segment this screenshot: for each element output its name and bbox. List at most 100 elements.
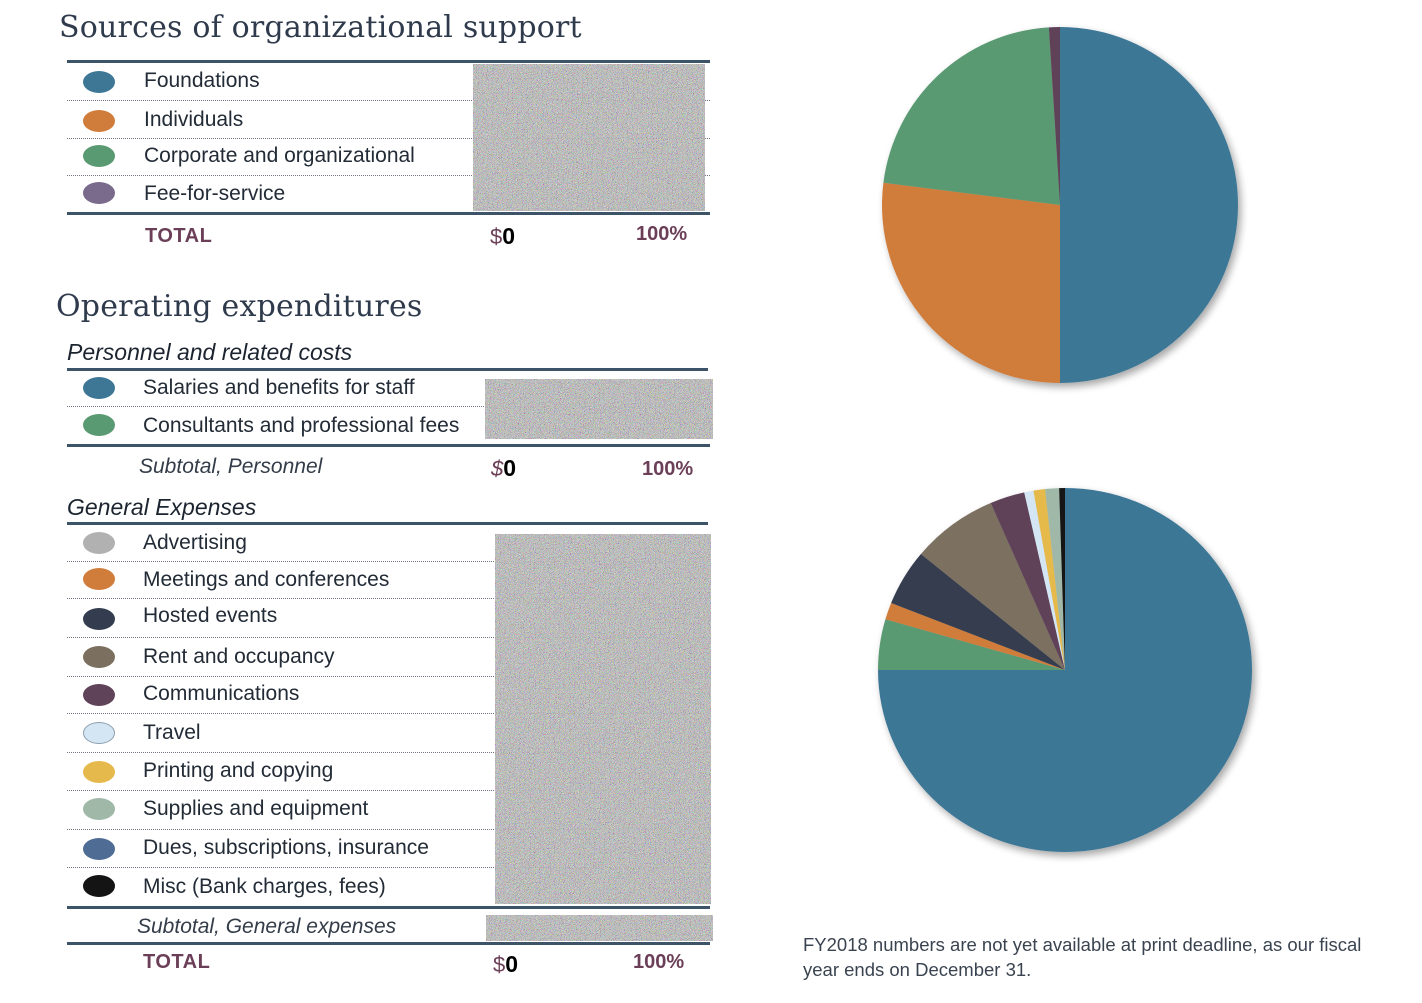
table-row: Dues, subscriptions, insurance <box>67 831 710 867</box>
divider <box>67 212 710 215</box>
pie-slice-meetings-and-conferences <box>885 603 1065 670</box>
amount-value: 0 <box>505 951 519 977</box>
row-label: Advertising <box>143 531 247 554</box>
row-label: Foundations <box>144 69 260 92</box>
legend-swatch <box>83 838 115 860</box>
row-divider <box>67 829 710 830</box>
pie-slice-misc-bank-charges-fees <box>1059 488 1065 670</box>
total-label: TOTAL <box>143 951 211 973</box>
legend-swatch <box>83 182 115 204</box>
redacted-values <box>485 379 713 439</box>
pie-slice-rent-and-occupancy <box>920 502 1065 670</box>
pie-slice-communications <box>990 492 1065 670</box>
table-row: Salaries and benefits for staff <box>67 371 710 407</box>
total-percent: 100% <box>633 951 685 973</box>
legend-swatch <box>83 568 115 590</box>
redacted-values <box>473 64 705 211</box>
legend-swatch <box>83 608 115 630</box>
amount-value: 0 <box>502 223 516 249</box>
total-amount: $0 <box>490 223 515 250</box>
pie-slice-supplies-and-equipment <box>1045 488 1065 670</box>
row-label: Dues, subscriptions, insurance <box>143 836 429 859</box>
table-row: Travel <box>67 715 710 751</box>
row-divider <box>67 175 710 176</box>
table-row: Fee-for-service <box>67 177 710 213</box>
currency-symbol: $ <box>490 224 503 249</box>
table-row: Hosted events <box>67 600 710 636</box>
row-label: Travel <box>143 721 201 744</box>
legend-swatch <box>83 722 115 744</box>
divider <box>67 906 710 909</box>
pie-slice-travel <box>1024 490 1065 670</box>
row-label: Consultants and professional fees <box>143 414 460 437</box>
divider <box>67 942 710 945</box>
pie-slice-fee-for-service <box>1048 27 1060 205</box>
expenditures-title: Operating expenditures <box>56 289 423 324</box>
legend-swatch <box>83 110 115 132</box>
table-row: Corporate and organizational <box>67 139 710 175</box>
pie-slice-corporate-and-organizational <box>883 27 1060 205</box>
divider <box>67 60 710 63</box>
divider <box>67 522 708 525</box>
total-percent: 100% <box>636 223 688 245</box>
footnote: FY2018 numbers are not yet available at … <box>803 934 1362 980</box>
table-row: Advertising <box>67 525 710 561</box>
legend-swatch <box>83 684 115 706</box>
row-label: Individuals <box>144 108 244 131</box>
legend-swatch <box>83 71 115 93</box>
row-label: Fee-for-service <box>144 182 286 205</box>
table-row: Rent and occupancy <box>67 639 710 675</box>
amount-value: 0 <box>503 455 517 481</box>
pie-slice-hosted-events <box>891 553 1065 670</box>
pie-slice-printing-and-copying <box>1033 489 1065 670</box>
legend-swatch <box>83 377 115 399</box>
pie-slice-foundations <box>1060 27 1238 383</box>
general-heading: General Expenses <box>67 494 257 520</box>
pie-slice-consultants-and-professional-fees <box>878 619 1065 670</box>
divider <box>67 444 710 447</box>
row-label: Meetings and conferences <box>143 568 390 591</box>
row-label: Rent and occupancy <box>143 645 335 668</box>
table-row: Meetings and conferences <box>67 563 710 599</box>
divider <box>67 368 708 371</box>
row-label: Supplies and equipment <box>143 797 369 820</box>
row-divider <box>67 561 710 562</box>
table-row: Misc (Bank charges, fees) <box>67 869 710 905</box>
row-divider <box>67 100 710 101</box>
row-divider <box>67 598 710 599</box>
row-divider <box>67 637 710 638</box>
currency-symbol: $ <box>493 952 506 977</box>
table-row: Consultants and professional fees <box>67 408 710 444</box>
row-divider <box>67 406 712 407</box>
legend-swatch <box>83 798 115 820</box>
subtotal-personnel-percent: 100% <box>642 458 694 480</box>
row-label: Misc (Bank charges, fees) <box>143 875 386 898</box>
redacted-values <box>486 915 713 941</box>
legend-swatch <box>83 532 115 554</box>
row-label: Corporate and organizational <box>144 144 415 167</box>
table-row: Communications <box>67 678 710 714</box>
subtotal-general-label: Subtotal, General expenses <box>137 915 397 938</box>
subtotal-personnel-amount: $0 <box>491 455 516 482</box>
row-divider <box>67 752 710 753</box>
row-label: Salaries and benefits for staff <box>143 376 415 399</box>
legend-swatch <box>83 761 115 783</box>
subtotal-personnel-label: Subtotal, Personnel <box>139 455 323 478</box>
table-row: Printing and copying <box>67 754 710 790</box>
currency-symbol: $ <box>491 456 504 481</box>
row-divider <box>67 790 710 791</box>
row-divider <box>67 713 710 714</box>
expenditures-pie-chart <box>878 488 1252 852</box>
row-divider <box>67 676 710 677</box>
row-divider <box>67 867 710 868</box>
legend-swatch <box>83 646 115 668</box>
support-title: Sources of organizational support <box>59 10 582 45</box>
pie-slices <box>882 27 1238 383</box>
total-label: TOTAL <box>145 225 213 247</box>
table-row: Foundations <box>67 63 710 99</box>
legend-swatch <box>83 145 115 167</box>
legend-swatch <box>83 414 115 436</box>
pie-slice-individuals <box>882 182 1060 383</box>
table-row: Individuals <box>67 102 710 138</box>
legend-swatch <box>83 875 115 897</box>
